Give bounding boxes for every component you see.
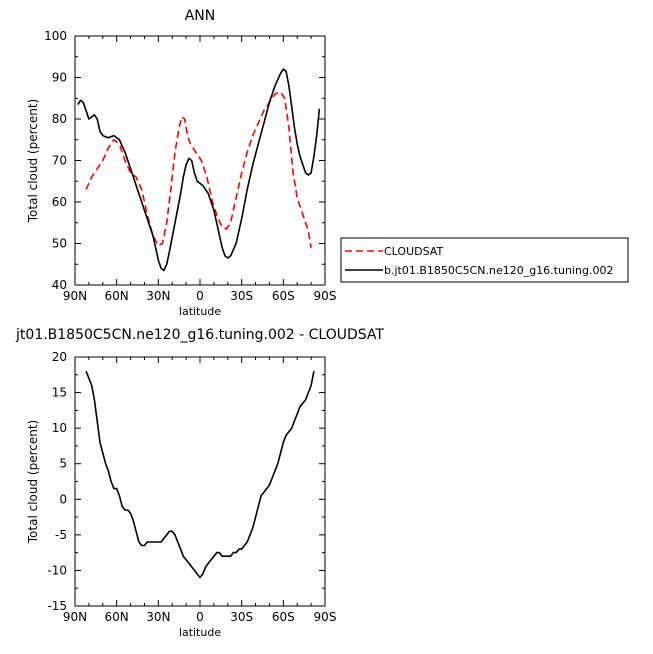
x-tick-label: 60S <box>272 289 295 303</box>
y-tick-label: 90 <box>52 71 67 85</box>
y-tick-label: 10 <box>52 421 67 435</box>
x-axis-label: latitude <box>179 305 221 318</box>
x-tick-label: 30S <box>230 289 253 303</box>
y-tick-label: 5 <box>59 457 67 471</box>
x-tick-label: 60S <box>272 610 295 624</box>
x-tick-label: 30S <box>230 610 253 624</box>
chart-difference-total-cloud: jt01.B1850C5CN.ne120_g16.tuning.002 - CL… <box>15 327 384 639</box>
plot-frame <box>74 356 326 607</box>
x-tick-label: 90N <box>63 289 87 303</box>
y-tick-label: 15 <box>52 386 67 400</box>
y-axis-label: Total cloud (percent) <box>26 420 40 544</box>
plot-frame <box>74 35 326 286</box>
y-tick-label: 20 <box>52 350 67 364</box>
x-tick-label: 60N <box>105 289 129 303</box>
x-tick-label: 90S <box>314 610 337 624</box>
x-tick-label: 0 <box>196 289 204 303</box>
series-line-0 <box>85 370 315 579</box>
series-line-1 <box>77 68 321 272</box>
x-tick-label: 90S <box>314 289 337 303</box>
series-line-0 <box>85 91 312 248</box>
y-tick-label: 100 <box>44 29 67 43</box>
y-tick-label: 60 <box>52 195 67 209</box>
y-tick-label: -10 <box>47 563 67 577</box>
x-tick-label: 30N <box>146 289 170 303</box>
chart-annual-total-cloud: ANN 90N 60N 30N 0 30S 60S 90S 40 50 60 70 80 90 100 lat… <box>26 8 629 318</box>
x-axis-label: latitude <box>179 626 221 639</box>
y-tick-label: 80 <box>52 112 67 126</box>
y-tick-label: 70 <box>52 154 67 168</box>
x-tick-label: 90N <box>63 610 87 624</box>
legend-box <box>340 237 629 283</box>
x-tick-label: 30N <box>146 610 170 624</box>
legend-label-1: b.jt01.B1850C5CN.ne120_g16.tuning.002 <box>384 264 613 277</box>
legend-label-0: CLOUDSAT <box>384 245 443 258</box>
y-axis-label: Total cloud (percent) <box>26 99 40 223</box>
chart-title: jt01.B1850C5CN.ne120_g16.tuning.002 - CL… <box>15 327 384 343</box>
x-tick-label: 60N <box>105 610 129 624</box>
y-tick-label: 40 <box>52 278 67 292</box>
y-tick-label: 50 <box>52 237 67 251</box>
x-tick-label: 0 <box>196 610 204 624</box>
y-tick-label: -5 <box>55 528 67 542</box>
y-tick-label: 0 <box>59 492 67 506</box>
y-tick-label: -15 <box>47 599 67 613</box>
chart-title: ANN <box>185 8 216 24</box>
